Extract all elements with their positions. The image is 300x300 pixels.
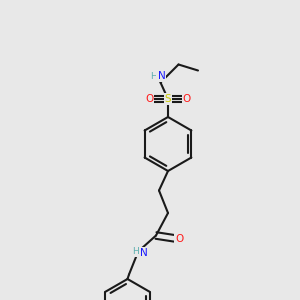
Text: H: H — [150, 72, 157, 81]
Text: N: N — [140, 248, 148, 259]
Text: S: S — [165, 94, 171, 104]
Text: H: H — [132, 248, 139, 256]
Text: O: O — [183, 94, 191, 104]
Text: O: O — [175, 233, 183, 244]
Text: N: N — [158, 70, 165, 81]
Text: O: O — [145, 94, 153, 104]
